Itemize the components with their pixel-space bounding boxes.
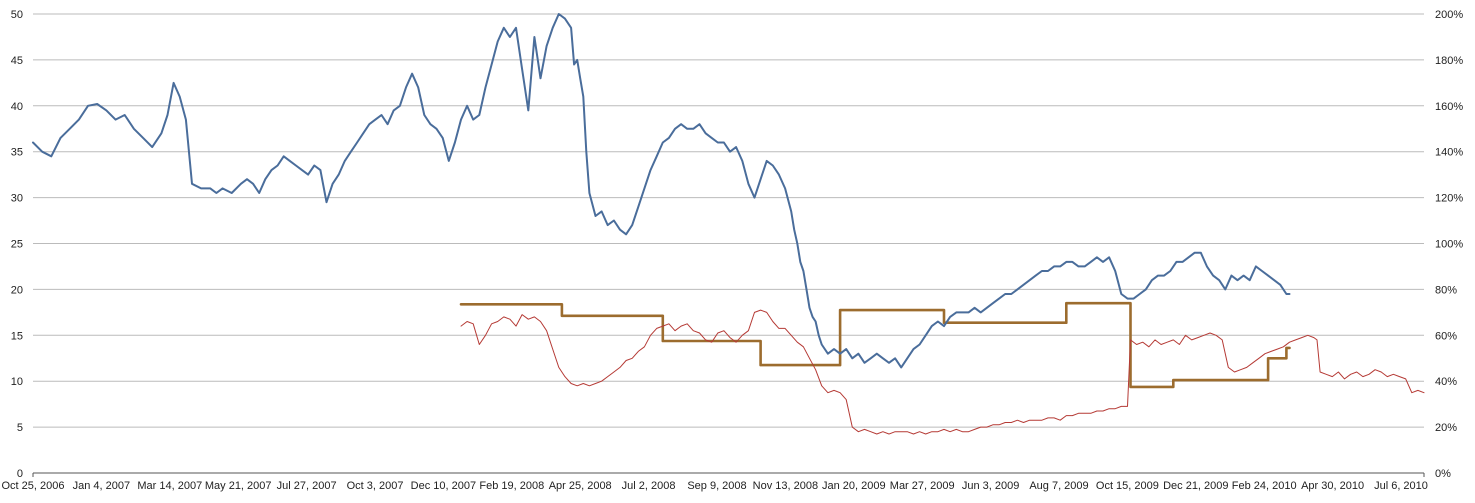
y-tick-label: 20 bbox=[11, 284, 23, 296]
x-tick-label: Jul 2, 2008 bbox=[622, 480, 676, 492]
y-tick-label: 10 bbox=[11, 376, 23, 388]
x-tick-label: Apr 25, 2008 bbox=[549, 480, 612, 492]
x-tick-label: Jul 27, 2007 bbox=[277, 480, 337, 492]
y2-tick-label: 180% bbox=[1435, 55, 1463, 67]
x-tick-label: May 21, 2007 bbox=[205, 480, 272, 492]
y2-tick-label: 0% bbox=[1435, 468, 1451, 480]
x-tick-label: Jun 3, 2009 bbox=[962, 480, 1020, 492]
x-tick-label: Jan 20, 2009 bbox=[822, 480, 886, 492]
x-tick-label: Jan 4, 2007 bbox=[73, 480, 131, 492]
x-tick-label: Mar 14, 2007 bbox=[137, 480, 202, 492]
y-tick-label: 25 bbox=[11, 239, 23, 251]
x-tick-label: Feb 19, 2008 bbox=[479, 480, 544, 492]
y2-tick-label: 160% bbox=[1435, 101, 1463, 113]
plot-area bbox=[32, 13, 1425, 474]
x-tick-label: Aug 7, 2009 bbox=[1029, 480, 1088, 492]
y2-tick-label: 40% bbox=[1435, 376, 1457, 388]
y2-tick-label: 20% bbox=[1435, 422, 1457, 434]
y-tick-label: 35 bbox=[11, 147, 23, 159]
x-tick-label: Sep 9, 2008 bbox=[687, 480, 746, 492]
y-tick-label: 5 bbox=[17, 422, 23, 434]
y2-tick-label: 200% bbox=[1435, 9, 1463, 21]
ratio-b-line bbox=[460, 309, 1425, 435]
y-tick-label: 50 bbox=[11, 9, 23, 21]
x-tick-label: Mar 27, 2009 bbox=[890, 480, 955, 492]
y-tick-label: 15 bbox=[11, 330, 23, 342]
x-tick-label: Feb 24, 2010 bbox=[1232, 480, 1297, 492]
x-tick-label: Jul 6, 2010 bbox=[1374, 480, 1428, 492]
y-tick-label: 45 bbox=[11, 55, 23, 67]
x-tick-label: Nov 13, 2008 bbox=[753, 480, 818, 492]
price-line bbox=[32, 13, 1291, 369]
x-tick-label: Dec 21, 2009 bbox=[1163, 480, 1228, 492]
y-tick-label: 40 bbox=[11, 101, 23, 113]
x-tick-label: Oct 3, 2007 bbox=[347, 480, 404, 492]
gridlines bbox=[33, 13, 1424, 474]
x-tick-label: Oct 15, 2009 bbox=[1096, 480, 1159, 492]
y2-tick-label: 120% bbox=[1435, 193, 1463, 205]
right-y-axis: 0% 20% 40% 60% 80% 100% 120% 140% 160% 180% 200% bbox=[1435, 9, 1463, 480]
x-tick-label: Dec 10, 2007 bbox=[411, 480, 476, 492]
y2-tick-label: 80% bbox=[1435, 284, 1457, 296]
y-tick-label: 0 bbox=[17, 468, 23, 480]
y2-tick-label: 140% bbox=[1435, 147, 1463, 159]
x-tick-label: Apr 30, 2010 bbox=[1301, 480, 1364, 492]
x-tick-label: Oct 25, 2006 bbox=[2, 480, 65, 492]
x-axis: Oct 25, 2006 Jan 4, 2007 Mar 14, 2007 May 2… bbox=[2, 473, 1428, 492]
left-y-axis: 0 5 10 15 20 25 30 35 40 45 50 bbox=[11, 9, 23, 480]
ratio-a-line bbox=[459, 301, 1291, 389]
y-tick-label: 30 bbox=[11, 193, 23, 205]
y2-tick-label: 100% bbox=[1435, 239, 1463, 251]
y2-tick-label: 60% bbox=[1435, 330, 1457, 342]
